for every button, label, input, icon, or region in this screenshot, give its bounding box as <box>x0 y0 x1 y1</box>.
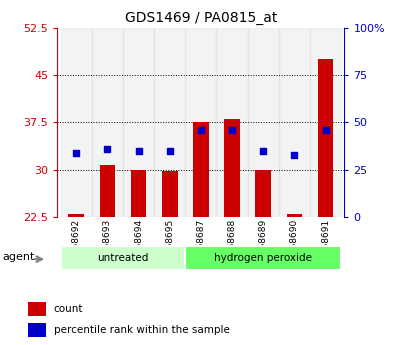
Point <box>321 127 328 133</box>
Bar <box>185 28 216 217</box>
Bar <box>309 28 340 217</box>
Bar <box>61 246 185 269</box>
Bar <box>68 214 84 217</box>
Bar <box>92 28 123 217</box>
Point <box>228 127 235 133</box>
Bar <box>162 171 177 217</box>
Bar <box>61 28 92 217</box>
Bar <box>154 28 185 217</box>
Bar <box>185 246 340 269</box>
Text: hydrogen peroxide: hydrogen peroxide <box>214 253 312 263</box>
Bar <box>28 302 46 316</box>
Bar <box>286 214 301 217</box>
Bar <box>255 170 270 217</box>
Bar <box>193 122 208 217</box>
Point <box>104 146 110 152</box>
Bar <box>278 28 309 217</box>
Point <box>290 152 297 157</box>
Title: GDS1469 / PA0815_at: GDS1469 / PA0815_at <box>124 11 276 25</box>
Point <box>73 150 79 156</box>
Bar <box>224 119 239 217</box>
Point <box>135 148 142 154</box>
Bar <box>247 28 278 217</box>
Text: untreated: untreated <box>97 253 148 263</box>
Bar <box>216 28 247 217</box>
Bar <box>317 59 333 217</box>
Text: percentile rank within the sample: percentile rank within the sample <box>54 325 229 335</box>
Bar <box>123 28 154 217</box>
Bar <box>130 170 146 217</box>
Point <box>197 127 204 133</box>
Text: agent: agent <box>3 252 35 262</box>
Bar <box>99 165 115 217</box>
Point <box>166 148 173 154</box>
Point <box>259 148 266 154</box>
Text: count: count <box>54 304 83 314</box>
Bar <box>28 323 46 337</box>
